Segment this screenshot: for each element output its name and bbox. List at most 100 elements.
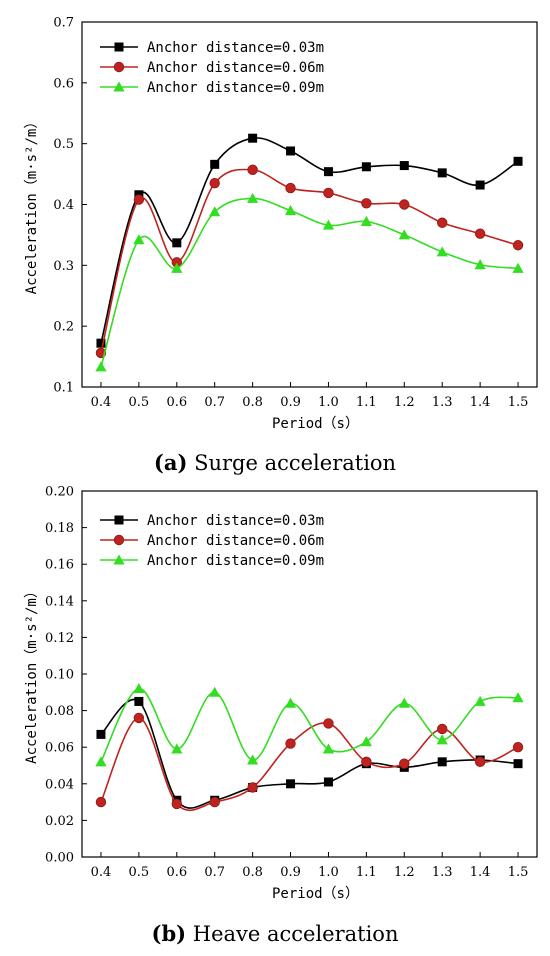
data-point	[133, 712, 145, 724]
x-tick-label: 1.5	[508, 865, 529, 880]
series-3	[95, 192, 524, 372]
y-tick-label: 0.2	[53, 320, 74, 335]
data-point	[399, 161, 409, 171]
y-tick-label: 0.06	[45, 741, 74, 756]
x-tick-label: 1.4	[470, 395, 491, 410]
data-point	[133, 683, 145, 694]
legend-item: Anchor distance=0.06m	[100, 533, 324, 549]
data-point	[512, 692, 524, 703]
series-1	[96, 133, 523, 348]
y-tick-label: 0.12	[45, 631, 74, 646]
legend-marker	[113, 534, 125, 546]
legend-label: Anchor distance=0.06m	[147, 533, 324, 549]
data-point	[360, 736, 372, 747]
data-point	[95, 796, 107, 808]
x-tick-label: 0.8	[242, 395, 263, 410]
data-point	[399, 758, 410, 769]
legend-marker	[113, 554, 125, 565]
data-point	[95, 756, 107, 767]
x-tick-label: 0.9	[280, 865, 301, 880]
series-line	[100, 698, 519, 809]
data-point	[284, 697, 297, 708]
legend-item: Anchor distance=0.09m	[100, 80, 324, 96]
y-tick-label: 0.08	[45, 704, 74, 719]
legend-label: Anchor distance=0.09m	[147, 553, 324, 569]
x-tick-label: 0.6	[166, 865, 187, 880]
chart-1: 0.4 0.5 0.6 0.7 0.8 0.9 1.0 1.1 1.2 1.3 1.4 1.5 0.1 0…	[24, 16, 538, 475]
data-point	[360, 215, 372, 227]
y-tick-label: 0.00	[45, 851, 74, 866]
data-point	[323, 187, 334, 199]
legend-marker	[114, 515, 124, 525]
y-tick-label: 0.3	[53, 259, 74, 274]
x-tick-label: 0.6	[166, 395, 187, 410]
legend-label: Anchor distance=0.03m	[147, 513, 324, 529]
x-tick-label: 0.5	[129, 395, 150, 410]
data-point	[247, 192, 259, 203]
x-tick-label: 1.3	[432, 395, 453, 410]
x-tick-label: 1.1	[356, 865, 377, 880]
data-point	[361, 162, 371, 172]
caption-letter: (a)	[154, 450, 187, 475]
y-tick-label: 0.10	[45, 668, 74, 683]
legend-marker	[113, 61, 125, 73]
x-tick-label: 0.4	[91, 865, 112, 880]
y-axis-label: Acceleration（m·s²/m）	[24, 115, 40, 295]
data-point	[171, 743, 183, 754]
data-point	[436, 246, 448, 257]
legend-label: Anchor distance=0.06m	[147, 60, 324, 76]
legend-label: Anchor distance=0.09m	[147, 80, 324, 96]
caption-letter: (b)	[152, 921, 187, 946]
series-3	[95, 683, 524, 767]
legend-item: Anchor distance=0.03m	[100, 40, 324, 56]
plot-frame	[81, 21, 538, 388]
series-1	[96, 696, 523, 809]
x-tick-label: 1.0	[318, 865, 339, 880]
data-point	[247, 754, 259, 765]
x-tick-label: 0.5	[129, 865, 150, 880]
x-tick-label: 1.4	[470, 865, 491, 880]
data-point	[209, 206, 221, 217]
data-point	[95, 361, 107, 372]
data-point	[513, 156, 523, 166]
x-tick-label: 0.7	[204, 395, 225, 410]
y-axis-label: Acceleration（m·s²/m）	[24, 584, 40, 764]
x-tick-label: 1.2	[394, 395, 415, 410]
data-point	[474, 228, 486, 239]
data-point	[248, 133, 258, 143]
x-tick-label: 0.4	[91, 395, 112, 410]
data-point	[474, 259, 486, 270]
figure-caption: (a) Surge acceleration	[154, 450, 396, 475]
data-point	[134, 696, 144, 706]
data-point	[512, 262, 524, 273]
data-point	[209, 686, 221, 697]
data-point	[133, 194, 145, 205]
y-tick-label: 0.4	[53, 198, 74, 213]
legend-item: Anchor distance=0.09m	[100, 553, 324, 569]
x-tick-label: 1.5	[508, 395, 529, 410]
data-point	[171, 262, 183, 273]
data-point	[172, 238, 182, 248]
y-tick-label: 0.14	[45, 594, 74, 609]
x-tick-label: 0.9	[280, 395, 301, 410]
x-axis-label: Period（s）	[272, 886, 359, 902]
data-point	[96, 338, 106, 348]
caption-text: Surge acceleration	[187, 451, 396, 475]
y-tick-label: 0.5	[53, 137, 74, 152]
data-point	[437, 757, 447, 767]
y-tick-label: 0.1	[53, 381, 74, 396]
data-point	[322, 219, 335, 230]
data-point	[247, 782, 258, 793]
data-point	[361, 198, 372, 209]
series-line	[100, 168, 519, 354]
y-tick-label: 0.02	[45, 814, 74, 829]
data-point	[399, 199, 410, 210]
legend-label: Anchor distance=0.03m	[147, 40, 324, 56]
data-point	[322, 743, 335, 754]
x-tick-label: 1.0	[318, 395, 339, 410]
x-tick-label: 1.2	[394, 865, 415, 880]
data-point	[286, 779, 296, 789]
x-tick-label: 1.1	[356, 395, 377, 410]
data-point	[210, 159, 220, 169]
x-tick-label: 0.7	[204, 865, 225, 880]
